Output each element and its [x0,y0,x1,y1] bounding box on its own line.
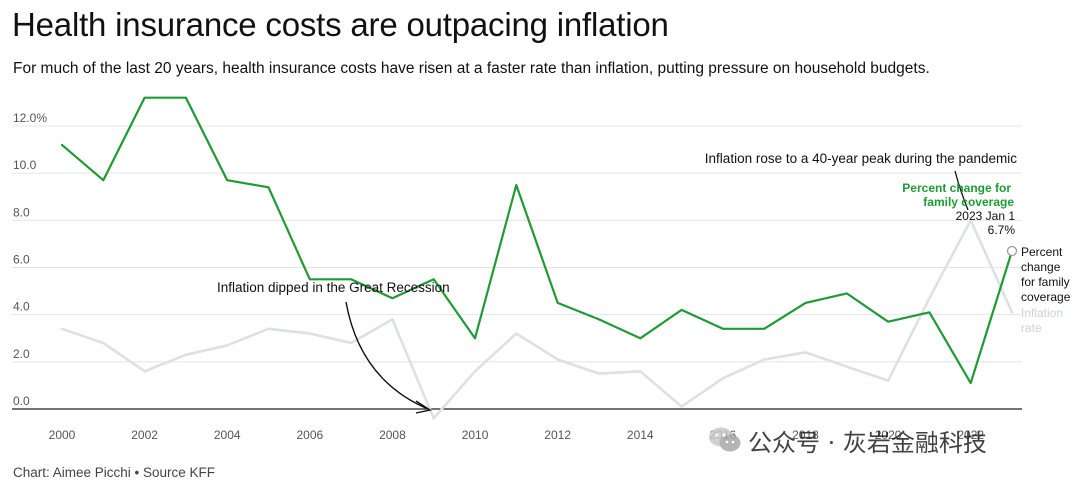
x-tick-label: 2012 [544,428,571,442]
end-label-line: coverage [1021,290,1071,304]
y-tick-label: 4.0 [13,300,30,314]
x-tick-label: 2020 [875,428,902,442]
end-label-line: Percent [1021,245,1063,259]
recession-arrow [345,301,429,410]
x-tick-label: 2018 [792,428,819,442]
y-tick-label: 6.0 [13,253,30,267]
wechat-icon [709,427,741,452]
annotation-pandemic: Inflation rose to a 40-year peak during … [705,151,1017,166]
end-label-line: for family [1021,275,1070,289]
x-axis-ticks: 2000200220042006200820102012201420162018… [49,428,985,442]
watermark: 公众号 · 灰岩金融科技 [708,424,987,457]
point-label-value: 6.7% [988,223,1016,237]
x-tick-label: 2006 [296,428,323,442]
x-tick-label: 2008 [379,428,406,442]
annotation-recession: Inflation dipped in the Great Recession [217,280,450,295]
chart-subtitle: For much of the last 20 years, health in… [13,60,930,77]
x-tick-label: 2014 [627,428,654,442]
series-line-family-coverage [60,96,1014,385]
end-label-line: change [1021,260,1061,274]
x-tick-label: 2000 [49,428,76,442]
inflation-label-line: rate [1021,321,1042,335]
inflation-label-line: Inflation [1021,306,1063,320]
annotations: Inflation rose to a 40-year peak during … [217,151,1071,414]
green-label-line2: family coverage [923,195,1014,209]
gridlines [12,125,1022,410]
x-tick-label: 2004 [214,428,241,442]
series-lines [60,96,1014,420]
y-tick-label: 0.0 [13,394,30,408]
chart-title: Health insurance costs are outpacing inf… [12,6,669,43]
recession-arrowhead [415,400,432,414]
y-axis-ticks: 0.0 2.0 4.0 6.0 8.0 10.0 12.0% [13,111,47,408]
green-label-line1: Percent change for [902,181,1011,195]
y-tick-label: 10.0 [13,158,37,172]
x-tick-label: 2002 [131,428,158,442]
watermark-text: 公众号 · 灰岩金融科技 [748,428,987,457]
y-tick-label: 8.0 [13,205,30,219]
point-label-date: 2023 Jan 1 [956,209,1016,223]
pandemic-arrow [954,170,969,211]
x-tick-label: 2010 [462,428,489,442]
series-line-inflation [60,219,1014,420]
chart-credit: Chart: Aimee Picchi • Source KFF [13,465,216,480]
x-tick-label: 2022 [957,428,984,442]
y-tick-label: 2.0 [13,347,30,361]
y-tick-label: 12.0% [13,111,47,125]
endpoint-marker [1006,245,1018,257]
